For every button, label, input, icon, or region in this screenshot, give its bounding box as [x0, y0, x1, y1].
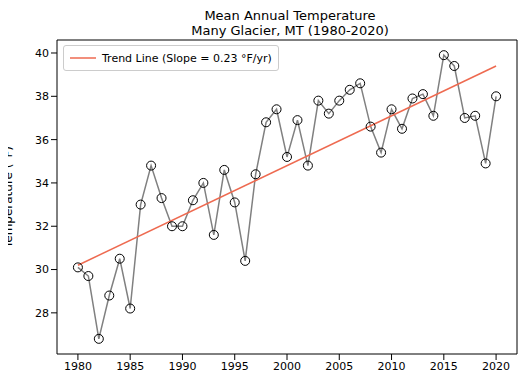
- html-text:Trend Line (Slope = 0.23 °F/yr: Trend Line (Slope = 0.23 °F/yr): [102, 51, 272, 65]
- svg-text:1980: 1980: [64, 360, 92, 373]
- svg-text:2015: 2015: [430, 360, 458, 373]
- svg-text:2010: 2010: [378, 360, 406, 373]
- svg-text:1985: 1985: [116, 360, 144, 373]
- svg-text:28: 28: [35, 307, 49, 320]
- svg-text:2005: 2005: [325, 360, 353, 373]
- svg-text:30: 30: [35, 263, 49, 276]
- svg-text:40: 40: [35, 47, 49, 60]
- svg-text:34: 34: [35, 177, 49, 190]
- svg-text:36: 36: [35, 134, 49, 147]
- svg-text:2000: 2000: [273, 360, 301, 373]
- svg-text:32: 32: [35, 220, 49, 233]
- html-text:Mean Annual Temperature Many G: Mean Annual Temperature Many Glacier, MT…: [191, 8, 389, 38]
- svg-text:Temperature (°F): Temperature (°F): [8, 146, 15, 249]
- svg-text:2020: 2020: [482, 360, 510, 373]
- svg-text:1990: 1990: [168, 360, 196, 373]
- svg-text:1995: 1995: [221, 360, 249, 373]
- svg-text:38: 38: [35, 90, 49, 103]
